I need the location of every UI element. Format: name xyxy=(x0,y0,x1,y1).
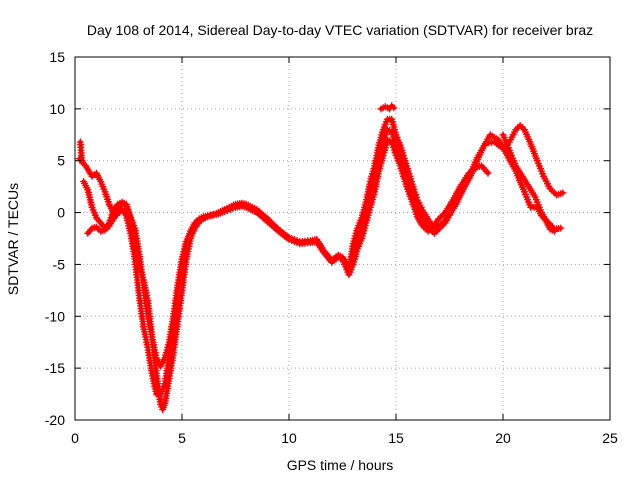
y-tick-label: 5 xyxy=(57,153,65,169)
series-track xyxy=(81,117,563,369)
plot-frame xyxy=(74,56,611,421)
series-track xyxy=(85,138,490,397)
chart-title: Day 108 of 2014, Sidereal Day-to-day VTE… xyxy=(87,22,593,38)
axes: 0 5 10 15 20 25 -20 -15 -10 -5 0 5 10 15 xyxy=(45,49,618,446)
x-tick-label: 5 xyxy=(178,430,186,446)
y-tick-label: 10 xyxy=(49,101,65,117)
series-point-markers xyxy=(84,136,492,398)
series-point-markers xyxy=(377,102,398,113)
data-series xyxy=(75,102,567,414)
x-tick-label: 0 xyxy=(71,430,79,446)
y-tick-label: 15 xyxy=(49,49,65,65)
series-point-markers xyxy=(80,115,565,370)
y-tick-label: 0 xyxy=(57,205,65,221)
y-tick-label: -5 xyxy=(53,256,66,272)
y-axis-label: SDTVAR / TECUs xyxy=(5,183,21,295)
x-tick-label: 15 xyxy=(388,430,404,446)
grid-lines xyxy=(75,57,610,420)
y-tick-label: -15 xyxy=(45,360,65,376)
series-point-markers xyxy=(76,138,86,167)
x-axis-label: GPS time / hours xyxy=(287,457,394,473)
x-tick-label: 20 xyxy=(495,430,511,446)
y-tick-label: -20 xyxy=(45,412,65,428)
x-tick-label: 25 xyxy=(602,430,618,446)
series-point-markers xyxy=(499,131,558,235)
y-tick-label: -10 xyxy=(45,308,65,324)
x-tick-label: 10 xyxy=(281,430,297,446)
